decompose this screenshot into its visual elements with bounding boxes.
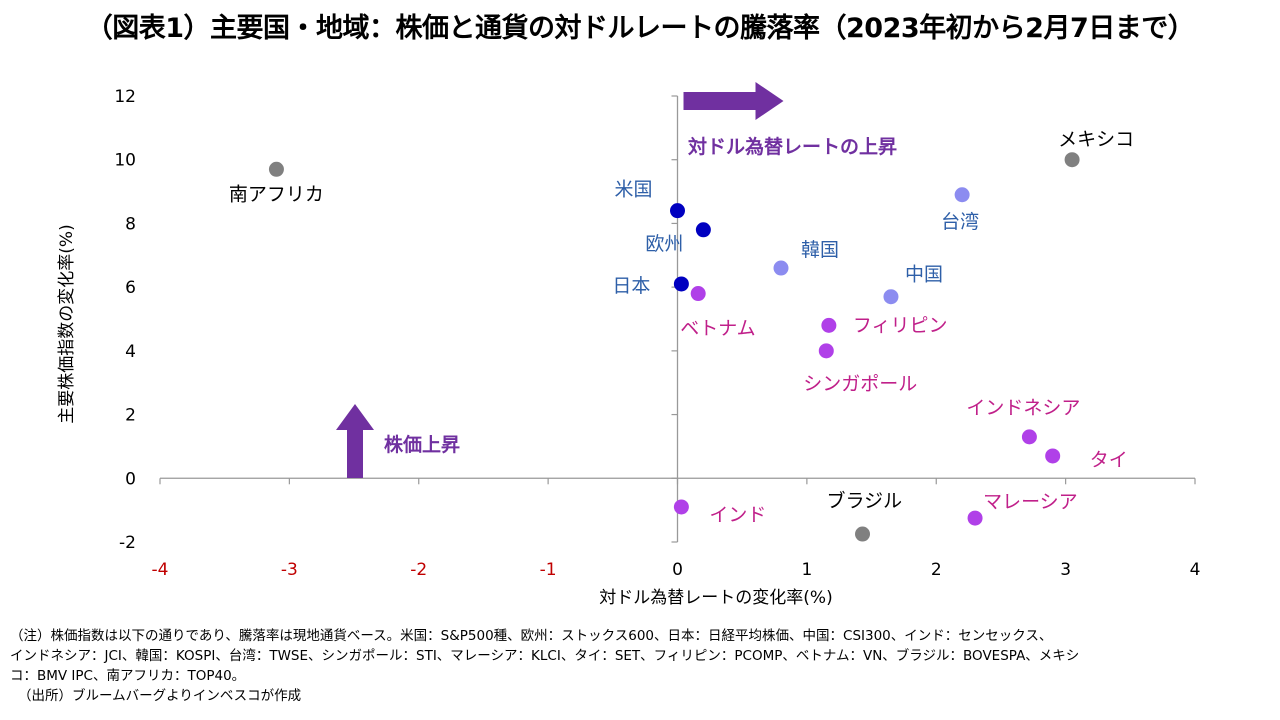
x-axis-label: 対ドル為替レートの変化率(%) — [599, 588, 832, 608]
y-tick-label: -2 — [119, 533, 136, 553]
x-tick-label: 2 — [931, 560, 942, 580]
data-points — [268, 152, 1080, 542]
point-label: 中国 — [905, 264, 943, 286]
point-label: ブラジル — [827, 489, 903, 512]
point-label: 南アフリカ — [229, 183, 324, 205]
point-label: シンガポール — [803, 373, 917, 395]
y-tick-label: 0 — [125, 469, 136, 489]
point-label: 韓国 — [801, 239, 839, 261]
point-label: タイ — [1090, 449, 1128, 471]
up-arrow-icon — [336, 404, 374, 478]
data-point — [773, 260, 789, 276]
stock-rise-annotation: 株価上昇 — [384, 433, 460, 456]
note-line: コ：BMV IPC、南アフリカ：TOP40。 — [10, 668, 246, 684]
data-point — [695, 222, 711, 238]
y-tick-label: 12 — [114, 87, 136, 107]
point-label: 欧州 — [645, 233, 683, 255]
x-tick-label: -2 — [410, 560, 427, 580]
point-label: 米国 — [614, 179, 652, 201]
data-point — [1021, 429, 1037, 445]
data-point — [673, 276, 689, 292]
x-tick-labels: -4 -3 -2 -1 0 1 2 3 4 — [152, 560, 1201, 580]
y-tick-label: 10 — [114, 151, 136, 171]
x-tick-label: 4 — [1190, 560, 1201, 580]
point-label: メキシコ — [1058, 129, 1134, 151]
y-tick-label: 8 — [125, 214, 136, 234]
data-point — [821, 317, 837, 333]
x-tick-label: -3 — [281, 560, 298, 580]
note-line: インドネシア：JCI、韓国：KOSPI、台湾：TWSE、シンガポール：STI、マ… — [10, 648, 1080, 664]
x-tick-label: 1 — [801, 560, 812, 580]
x-tick-label: -1 — [540, 560, 557, 580]
data-point — [268, 161, 284, 177]
point-label: マレーシア — [983, 491, 1078, 513]
y-tick-label: 2 — [125, 406, 136, 426]
data-point — [967, 510, 983, 526]
x-tick-label: 0 — [672, 560, 683, 580]
data-point — [690, 286, 706, 302]
notes: （注）株価指数は以下の通りであり、騰落率は現地通貨ベース。米国：S&P500種、… — [10, 626, 1272, 706]
chart-title: （図表1）主要国・地域：株価と通貨の対ドルレートの騰落率（2023年初から2月7… — [85, 13, 1195, 44]
data-point — [818, 343, 834, 359]
data-point — [670, 203, 685, 219]
data-point — [855, 526, 871, 542]
y-tick-label: 4 — [125, 342, 136, 362]
data-point — [1045, 448, 1061, 464]
point-label: インドネシア — [966, 397, 1080, 419]
point-label: 台湾 — [941, 211, 979, 233]
point-label: ベトナム — [680, 318, 755, 340]
x-tick-label: 3 — [1060, 560, 1071, 580]
data-point — [883, 289, 899, 305]
y-tick-label: 6 — [125, 278, 136, 298]
note-line: （注）株価指数は以下の通りであり、騰落率は現地通貨ベース。米国：S&P500種、… — [10, 628, 1053, 644]
x-tick-label: -4 — [152, 560, 169, 580]
data-point — [673, 499, 689, 515]
right-arrow-icon — [683, 82, 784, 120]
data-point — [954, 187, 970, 203]
point-label: フィリピン — [853, 314, 948, 336]
y-tick-labels: -2 0 2 4 6 8 10 12 — [114, 87, 136, 553]
source-line: （出所）ブルームバーグよりインベスコが作成 — [18, 688, 302, 704]
y-axis-label: 主要株価指数の変化率(%) — [57, 224, 77, 423]
point-label: 日本 — [612, 275, 650, 297]
point-label: インド — [709, 504, 766, 526]
axes — [159, 95, 1196, 543]
fx-rise-annotation: 対ドル為替レートの上昇 — [687, 135, 897, 158]
data-point — [1064, 152, 1080, 168]
